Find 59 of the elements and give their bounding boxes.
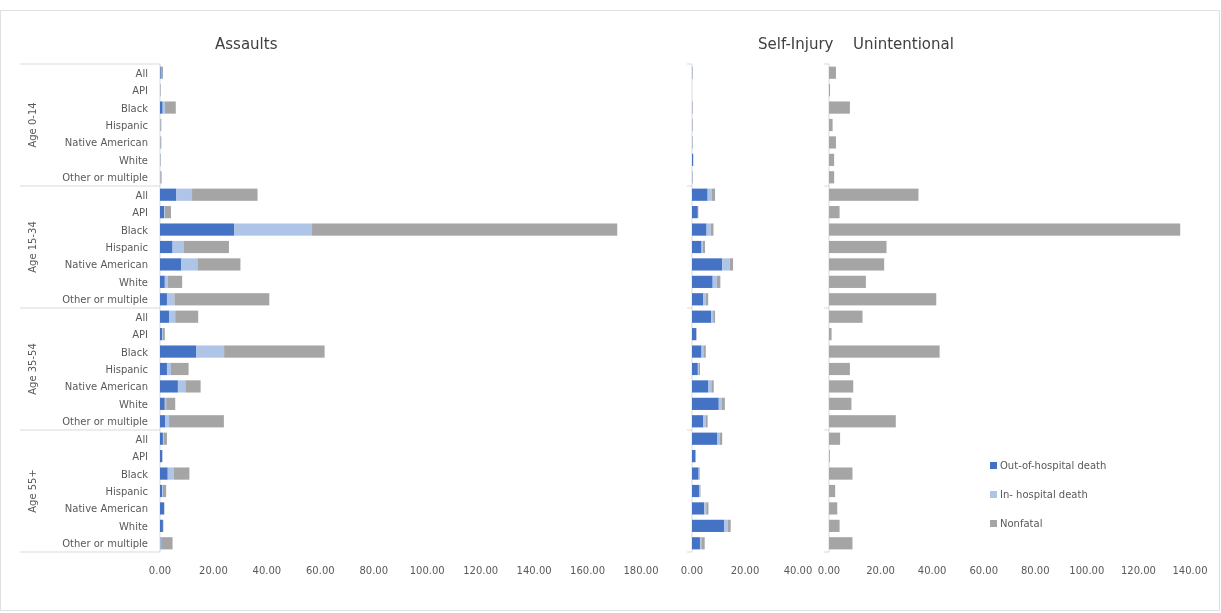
x-tick-label: 60.00 [306,565,335,576]
x-tick-label: 20.00 [866,565,895,576]
x-tick-label: 120.00 [463,565,499,576]
y-tick-label: Hispanic [105,486,148,497]
text: Age 15-34 [27,221,38,273]
y-tick-label: API [132,329,148,341]
x-tick-label: 180.00 [623,565,659,576]
y-tick-label: White [118,398,148,410]
y-tick-label: Native American [64,259,148,271]
y-tick-label: Hispanic [105,120,148,131]
x-tick-label: 0.00 [817,565,841,576]
y-tick-label: Black [120,346,149,358]
y-tick-label: White [118,520,148,532]
y-tick-label: Native American [64,381,148,393]
y-tick-label: API [132,207,148,219]
y-tick-label: Black [120,468,149,480]
y-tick-label: Black [120,224,149,236]
x-tick-label: 120.00 [1120,565,1156,576]
x-tick-label: 140.00 [1172,565,1208,576]
text: Age 0-14 [27,102,38,148]
y-tick-label: Black [120,102,149,114]
x-tick-label: 80.00 [359,565,389,576]
text: Age 35-54 [27,343,38,395]
y-tick-label: Other or multiple [62,538,148,550]
x-tick-label: 100.00 [409,565,445,576]
y-tick-label: Native American [64,503,148,515]
x-tick-label: 20.00 [199,565,228,576]
y-tick-label: All [135,433,148,445]
x-tick-label: 100.00 [1069,565,1105,576]
x-tick-label: 0.00 [148,565,172,576]
x-tick-label: 40.00 [252,565,282,576]
y-tick-label: All [135,189,148,201]
x-tick-label: 40.00 [917,565,947,576]
y-tick-label: All [135,67,148,79]
chart-title: Assaults [215,35,278,53]
y-tick-label: Native American [64,137,148,149]
y-tick-label: White [118,154,148,166]
y-tick-label: Other or multiple [62,416,148,428]
x-tick-label: 80.00 [1020,565,1050,576]
chart-title: Unintentional [853,35,954,53]
x-tick-label: 40.00 [783,565,813,576]
x-tick-label: 0.00 [680,565,704,576]
y-tick-label: Other or multiple [62,172,148,184]
x-tick-label: 60.00 [969,565,999,576]
legend-label: Nonfatal [1000,518,1043,529]
x-tick-label: 140.00 [516,565,552,576]
y-tick-label: All [135,311,148,323]
y-tick-label: Hispanic [105,364,148,375]
text: Age 55+ [27,469,38,513]
y-tick-label: White [118,276,148,288]
y-tick-label: Other or multiple [62,294,148,306]
y-tick-label: API [132,85,148,97]
x-tick-label: 20.00 [730,565,760,576]
y-tick-label: Hispanic [105,242,148,253]
legend-label: In- hospital death [1000,489,1088,500]
x-tick-label: 160.00 [570,565,606,576]
legend-label: Out-of-hospital death [1000,460,1107,471]
chart-title: Self-Injury [758,35,834,53]
y-tick-label: API [132,451,148,463]
